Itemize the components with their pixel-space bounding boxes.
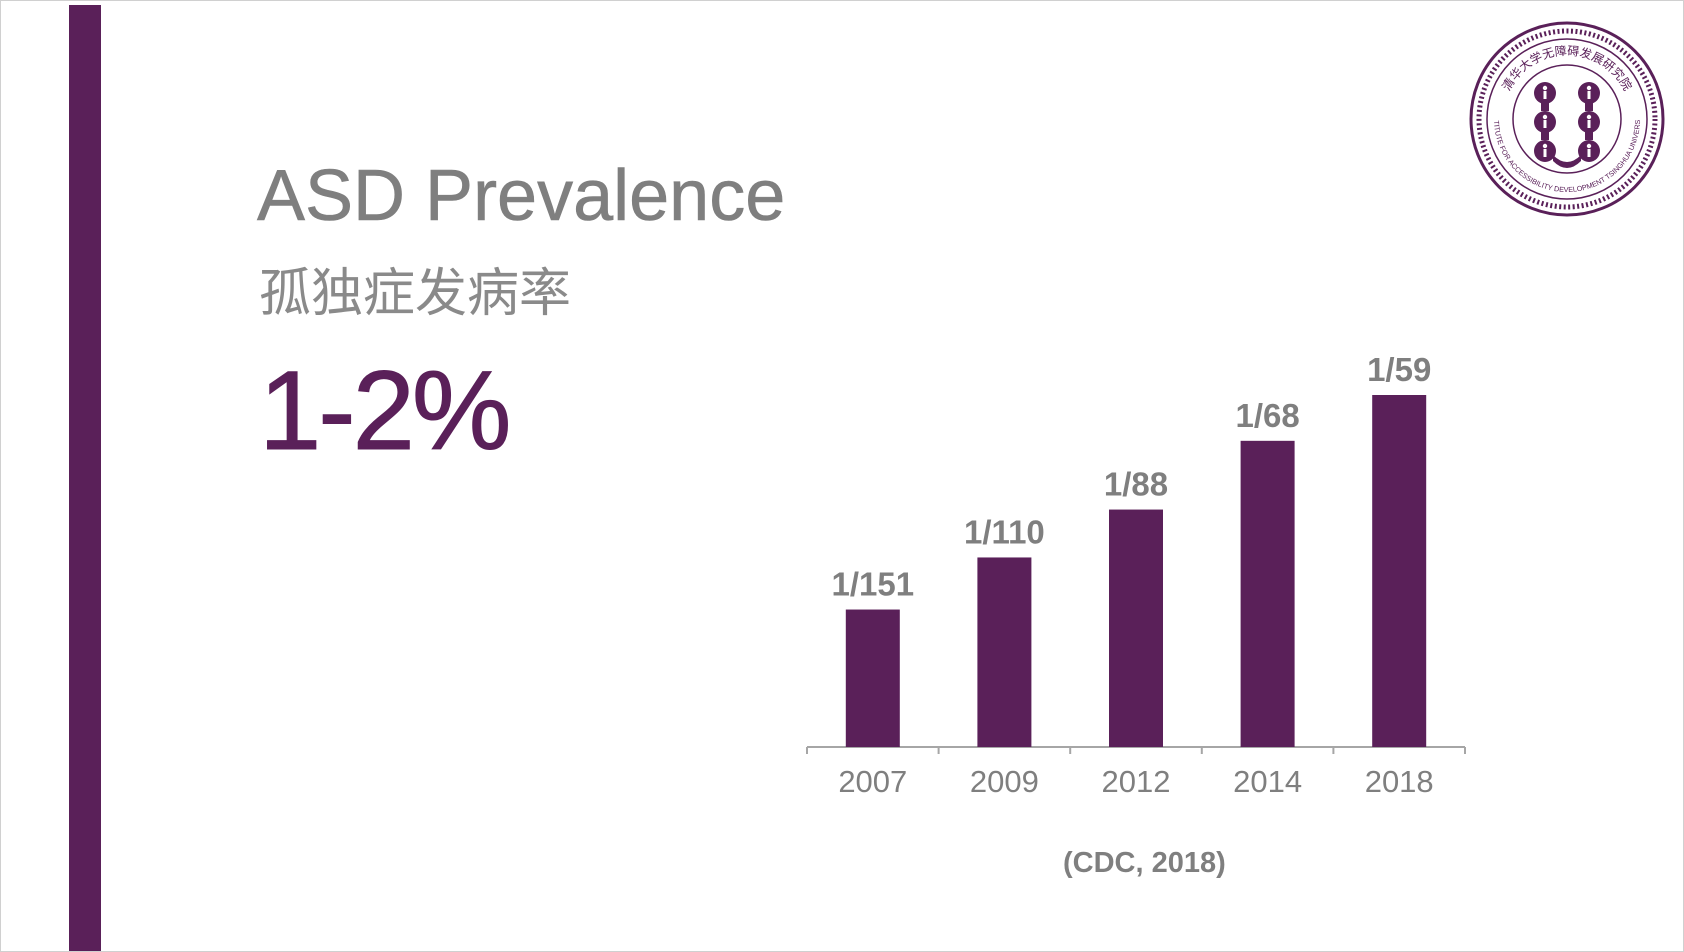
- logo-figure-glyphs: [1542, 85, 1592, 157]
- slide-subtitle: 孤独症发病率: [259, 264, 572, 324]
- left-accent-bar: [69, 5, 101, 951]
- slide-title: ASD Prevalence: [257, 156, 786, 237]
- bar: [1109, 509, 1163, 747]
- bar: [1372, 395, 1427, 747]
- svg-text:清华大学无障碍发展研究院: 清华大学无障碍发展研究院: [1499, 43, 1634, 93]
- prevalence-bar-chart: 1/151 2007 1/110 2009 1/88 2012 1/68 2014 1/59 20…: [806, 351, 1466, 799]
- x-tick-label: 2014: [1233, 764, 1302, 799]
- x-tick-label: 2007: [838, 764, 907, 799]
- x-tick-label: 2018: [1365, 764, 1434, 799]
- x-tick-label: 2012: [1102, 764, 1171, 799]
- bar: [845, 609, 900, 747]
- source-citation: (CDC, 2018): [1063, 847, 1226, 879]
- logo-inner-ring: [1486, 38, 1648, 200]
- bar-data-label: 1/88: [1104, 466, 1168, 503]
- bar-data-label: 1/59: [1367, 351, 1431, 388]
- logo-center-ring: [1512, 64, 1622, 174]
- bar: [1240, 440, 1295, 747]
- bar-data-label: 1/151: [832, 566, 915, 603]
- logo-rope-ring: [1476, 28, 1658, 210]
- institute-logo: 清华大学无障碍发展研究院 INSTITUTE FOR ACCESSIBILITY…: [1467, 19, 1665, 217]
- logo-outer-ring: [1469, 21, 1665, 217]
- bar-data-label: 1/110: [964, 513, 1045, 550]
- bar-data-label: 1/68: [1235, 397, 1299, 434]
- bar: [977, 557, 1032, 747]
- x-tick-label: 2009: [970, 764, 1039, 799]
- prevalence-stat: 1-2%: [258, 348, 511, 474]
